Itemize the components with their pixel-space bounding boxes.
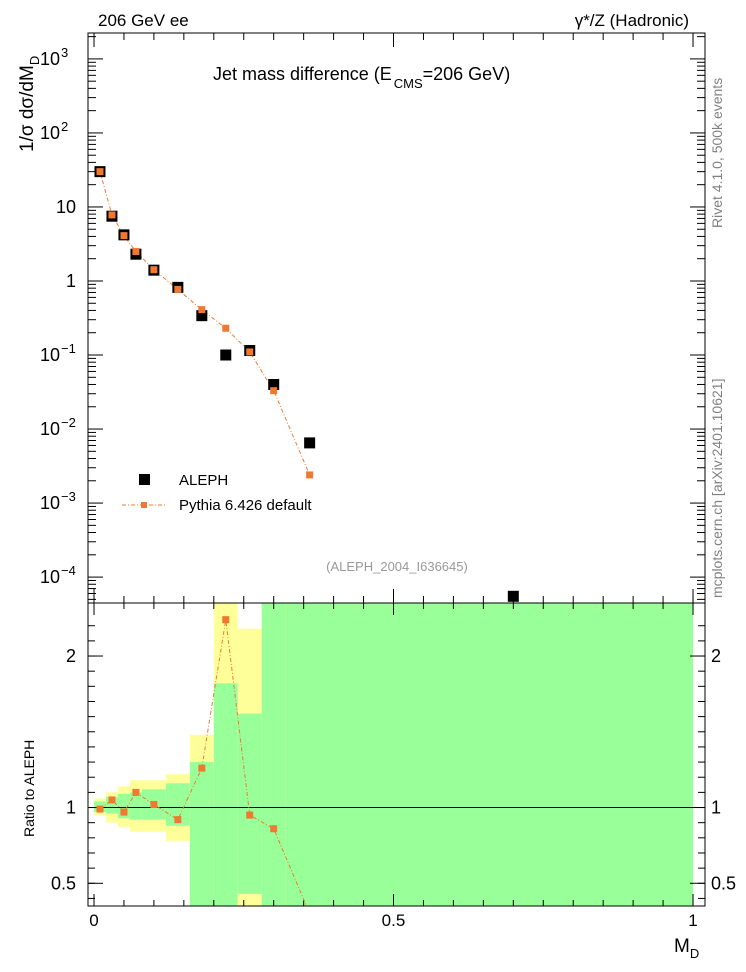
ratio-stat-band (105, 796, 118, 814)
ratio-stat-band (237, 713, 262, 894)
y-tick-label: 10 (40, 493, 60, 513)
pythia-line (99, 171, 311, 476)
ratio-tick-label: 0.5 (51, 873, 76, 893)
ratio-point (96, 805, 104, 813)
pythia-point (150, 266, 158, 274)
ratio-stat-band (117, 793, 130, 819)
ratio-point (108, 796, 116, 804)
x-axis-label-main: M (674, 936, 690, 957)
ratio-tick-label-right: 1 (711, 798, 721, 818)
ratio-stat-band (261, 603, 286, 906)
ratio-stat-band (165, 783, 190, 826)
y-tick-label: 10 (40, 123, 60, 143)
x-tick-label: 1 (688, 911, 697, 930)
pythia-point (132, 248, 140, 256)
ratio-plot-frame (87, 602, 706, 907)
y-tick-label-exponent: 2 (61, 119, 68, 134)
ratio-point (174, 816, 182, 824)
aleph-point (268, 378, 280, 390)
y-tick-label: 10 (40, 567, 60, 587)
pythia-point (108, 211, 116, 219)
plot-title: Jet mass difference (E CMS=206 GeV) (213, 64, 510, 91)
pythia-point (222, 324, 230, 332)
aleph-point (507, 590, 519, 602)
aleph-point (220, 349, 232, 361)
legend-aleph-marker (139, 474, 150, 485)
data-marks (94, 166, 519, 906)
ratio-tick-label-right: 2 (711, 646, 721, 666)
legend-pythia-marker (141, 502, 147, 508)
main-plot-frame (87, 32, 706, 604)
y-tick-label-exponent: −4 (61, 563, 76, 578)
plot-title-sub: CMS (394, 76, 423, 91)
ratio-point (120, 808, 128, 816)
legend: ALEPH Pythia 6.426 default (122, 472, 312, 514)
y-tick-label-exponent: −1 (61, 341, 76, 356)
x-tick-label: 0.5 (382, 911, 406, 930)
ratio-bands (93, 603, 694, 906)
aleph-point (304, 437, 316, 449)
header-left: 206 GeV ee (98, 11, 189, 30)
y-tick-label-exponent: −2 (61, 415, 76, 430)
pythia-point (174, 285, 182, 293)
pythia-point (120, 232, 128, 240)
legend-pythia-label: Pythia 6.426 default (179, 497, 312, 514)
ratio-point (198, 764, 206, 772)
side-label-mcplots: mcplots.cern.ch [arXiv:2401.10621] (709, 379, 725, 598)
x-tick-label: 0 (89, 911, 98, 930)
pythia-point (198, 306, 206, 314)
y-tick-label: 10 (40, 419, 60, 439)
y-tick-label: 10 (40, 49, 60, 69)
pythia-point (270, 387, 278, 395)
ratio-point (222, 616, 230, 624)
ratio-tick-label-right: 0.5 (711, 873, 736, 893)
y-tick-label-exponent: −3 (61, 489, 76, 504)
ratio-point (132, 788, 140, 796)
ratio-stat-band (213, 683, 238, 906)
y-tick-label: 10 (56, 197, 76, 217)
x-axis-label: MD (674, 936, 699, 961)
plot-title-main: Jet mass difference (E (213, 64, 392, 84)
ratio-stat-band (189, 762, 214, 906)
y-axis-label-sub: D (27, 56, 42, 65)
pythia-point (96, 168, 104, 176)
y-tick-label: 10 (40, 345, 60, 365)
ratio-tick-label: 2 (66, 646, 76, 666)
ratio-stat-band (285, 603, 694, 906)
aleph-point (196, 310, 208, 322)
side-label-rivet: Rivet 4.1.0, 500k events (709, 78, 725, 228)
analysis-watermark: (ALEPH_2004_I636645) (326, 559, 468, 574)
y-tick-label: 1 (66, 271, 76, 291)
y-tick-label-exponent: 3 (61, 45, 68, 60)
ratio-tick-label: 1 (66, 798, 76, 818)
ratio-point (246, 811, 254, 819)
ratio-stat-band (129, 792, 142, 820)
x-axis-label-sub: D (690, 946, 699, 961)
ratio-y-axis-label: Ratio to ALEPH (21, 740, 37, 837)
legend-aleph-label: ALEPH (179, 472, 228, 489)
pythia-point (306, 471, 314, 479)
ratio-point (150, 800, 158, 808)
y-axis-label: 1/σ dσ/dMD (17, 56, 42, 152)
ratio-point (270, 825, 278, 833)
y-axis-label-main: 1/σ dσ/dM (17, 65, 38, 152)
pythia-point (246, 348, 254, 356)
plot-title-tail: =206 GeV) (423, 64, 511, 84)
header-right: γ*/Z (Hadronic) (575, 11, 689, 30)
